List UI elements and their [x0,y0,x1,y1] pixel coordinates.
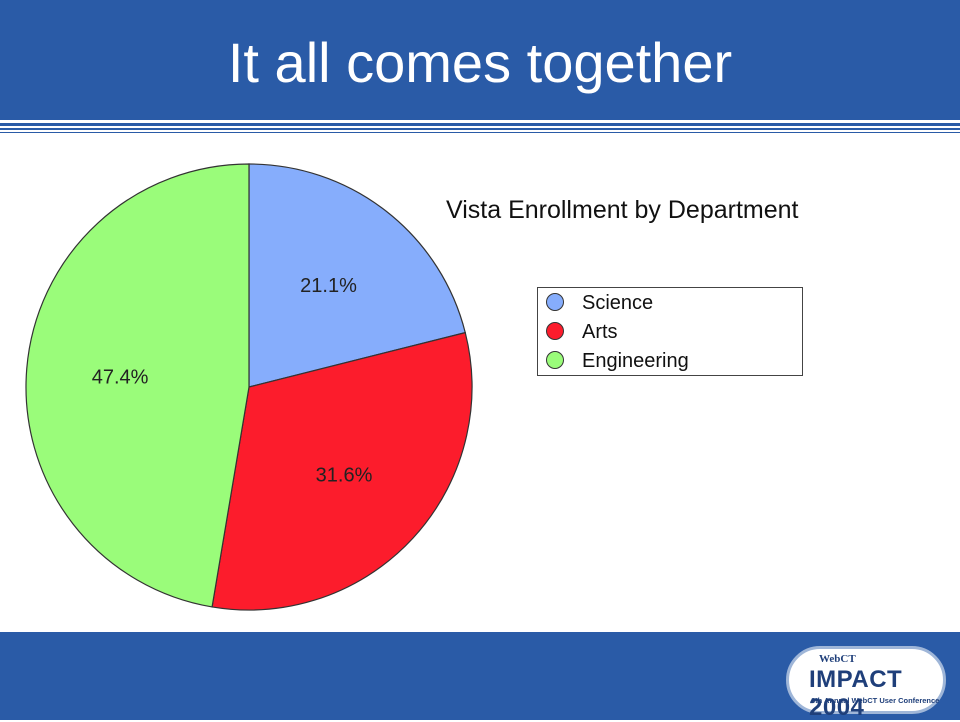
legend-swatch-engineering [546,351,564,369]
logo-name: IMPACT 2004 [809,666,903,721]
legend-swatch-science [546,293,564,311]
pie-slice-arts [211,331,473,611]
title-band [0,0,960,120]
legend-item-arts: Arts [546,318,618,346]
pie-slice-science [248,163,466,388]
legend-swatch-arts [546,322,564,340]
impact-2004-logo: WebCT IMPACT 2004 6th Annual WebCT User … [786,646,946,721]
chart-title: Vista Enrollment by Department [446,196,799,224]
chart-legend: Science Arts Engineering [537,287,803,376]
logo-subtitle: 6th Annual WebCT User Conference [811,696,940,705]
legend-item-science: Science [546,289,654,317]
legend-label: Engineering [582,349,689,372]
legend-label: Arts [582,320,618,343]
slide-title: It all comes together [227,31,733,94]
pie-slice-engineering [25,163,250,608]
slice-label-engineering: 47.4% [92,366,149,388]
pie-chart: 21.1% 31.6% 47.4% [25,163,473,611]
slice-label-arts: 31.6% [316,465,373,487]
divider-rule [0,128,960,130]
legend-item-engineering: Engineering [546,347,689,375]
divider-rule [0,123,960,126]
slice-label-science: 21.1% [300,275,357,297]
legend-label: Science [582,291,654,314]
divider-rule [0,132,960,133]
logo-brand: WebCT [819,653,856,665]
